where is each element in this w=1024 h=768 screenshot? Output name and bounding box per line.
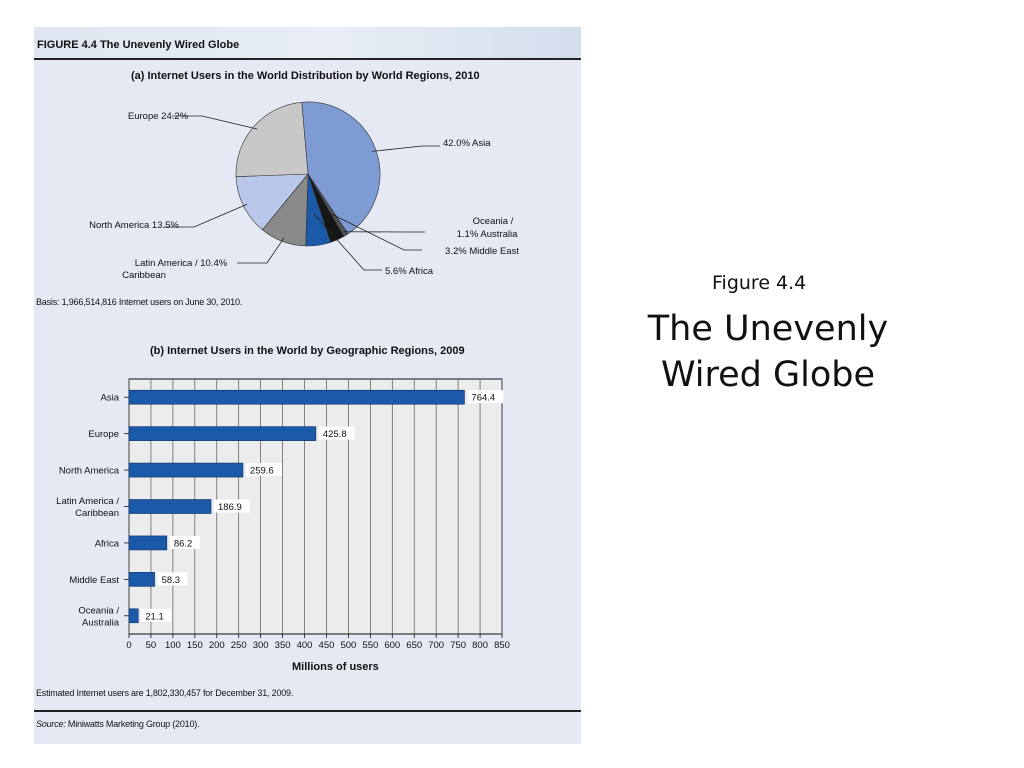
bar-value-label-bg bbox=[318, 426, 355, 440]
source-note: Source: Miniwatts Marketing Group (2010)… bbox=[36, 719, 200, 729]
bar-x-tick-label: 850 bbox=[494, 640, 510, 651]
bar-category-label: Africa bbox=[95, 538, 120, 549]
pie-slice-label: Latin America / 10.4% bbox=[135, 258, 228, 269]
bar-category-label: Caribbean bbox=[75, 508, 119, 519]
pie-slice-label: North America 13.5% bbox=[89, 220, 179, 231]
pie-slice bbox=[301, 101, 381, 235]
bar-value-label: 259.6 bbox=[250, 466, 274, 477]
bar-x-tick-label: 500 bbox=[340, 640, 356, 651]
bar bbox=[128, 608, 139, 624]
basis-note: Basis: 1,966,514,816 Internet users on J… bbox=[36, 297, 243, 307]
bar-value-label: 86.2 bbox=[174, 538, 193, 549]
source-text: Miniwatts Marketing Group (2010). bbox=[65, 719, 200, 729]
slide-title-line-1: The Unevenly bbox=[647, 309, 889, 349]
pie-chart-title: (a) Internet Users in the World Distribu… bbox=[131, 70, 480, 82]
bar-category-label: North America bbox=[59, 466, 120, 477]
bar-x-tick-label: 650 bbox=[406, 640, 422, 651]
slide-title: The Unevenly Wired Globe bbox=[600, 306, 936, 398]
bar-value-label-bg bbox=[141, 608, 172, 622]
pie-leader-line bbox=[372, 145, 440, 152]
bar-value-label-bg bbox=[467, 390, 504, 404]
bar-value-label: 21.1 bbox=[145, 611, 164, 622]
estimate-note: Estimated Internet users are 1,802,330,4… bbox=[36, 688, 294, 698]
bar-category-label: Middle East bbox=[69, 575, 119, 586]
bar-value-label-bg bbox=[169, 535, 200, 549]
slide-title-line-2: Wired Globe bbox=[660, 355, 876, 395]
bar-x-tick-label: 450 bbox=[319, 640, 335, 651]
bar-x-tick-label: 100 bbox=[165, 640, 181, 651]
source-rule bbox=[34, 710, 581, 712]
bar-x-tick-label: 150 bbox=[187, 640, 203, 651]
pie-slice-label: 1.1% Australia bbox=[457, 229, 518, 240]
bar-x-tick-label: 800 bbox=[472, 640, 488, 651]
source-label: Source: bbox=[36, 719, 66, 729]
bar-value-label-bg bbox=[214, 499, 251, 513]
bar-value-label-bg bbox=[157, 572, 188, 586]
bar-x-tick-label: 250 bbox=[231, 640, 247, 651]
pie-chart: 42.0% Asia Oceania / 1.1% Australia 3.2% Mi… bbox=[89, 101, 519, 281]
bar-value-label: 58.3 bbox=[162, 575, 181, 586]
bar bbox=[128, 572, 155, 587]
pie-slice-label: Caribbean bbox=[122, 270, 166, 281]
pie-leader-line bbox=[324, 210, 422, 251]
pie-slice-label: Europe 24.2% bbox=[128, 111, 189, 122]
pie-leader-line bbox=[164, 203, 248, 228]
bar-value-label-bg bbox=[245, 463, 282, 477]
pie-slice-label: Oceania / bbox=[473, 216, 514, 227]
header-rule bbox=[34, 58, 581, 60]
bar-x-tick-label: 600 bbox=[384, 640, 400, 651]
bar-x-tick-label: 0 bbox=[126, 640, 131, 651]
bar-category-label: Latin America / bbox=[56, 496, 119, 507]
pie-slice bbox=[235, 101, 309, 177]
bar-x-tick-label: 750 bbox=[450, 640, 466, 651]
pie-slice-label: 5.6% Africa bbox=[385, 266, 434, 277]
chart-canvas: 42.0% Asia Oceania / 1.1% Australia 3.2% Mi… bbox=[56, 101, 519, 651]
bar bbox=[128, 462, 244, 478]
bar bbox=[128, 535, 168, 551]
bar-value-label: 764.4 bbox=[471, 393, 495, 404]
bar-chart-title: (b) Internet Users in the World by Geogr… bbox=[150, 345, 465, 357]
figure-panel: FIGURE 4.4 The Unevenly Wired Globe (a) … bbox=[34, 27, 581, 744]
bar-x-tick-label: 350 bbox=[275, 640, 291, 651]
figure-header: FIGURE 4.4 The Unevenly Wired Globe bbox=[34, 27, 581, 59]
pie-leader-line bbox=[313, 213, 382, 271]
bar-chart-xlabel: Millions of users bbox=[292, 661, 379, 673]
pie-slice-label: 42.0% Asia bbox=[443, 138, 491, 149]
slide-subtitle: Figure 4.4 bbox=[712, 272, 807, 294]
bar bbox=[128, 389, 465, 405]
bar-category-label: Oceania / bbox=[78, 605, 119, 616]
bar bbox=[128, 426, 317, 441]
bar-x-tick-label: 300 bbox=[253, 640, 269, 651]
figure-title: FIGURE 4.4 The Unevenly Wired Globe bbox=[37, 39, 240, 51]
bar-chart: 0 50 100 150 200 250 300 350 400 450 500 550 600 650 7… bbox=[56, 378, 510, 651]
bar-x-tick-label: 400 bbox=[297, 640, 313, 651]
bar-x-tick-label: 550 bbox=[362, 640, 378, 651]
bar-category-label: Europe bbox=[88, 429, 119, 440]
pie-leader-line bbox=[172, 115, 258, 130]
bar-category-label: Australia bbox=[82, 617, 120, 628]
pie-slice-label: 3.2% Middle East bbox=[445, 246, 519, 257]
bar-x-tick-label: 200 bbox=[209, 640, 225, 651]
bar-x-tick-label: 50 bbox=[146, 640, 157, 651]
bar-value-label: 425.8 bbox=[323, 429, 347, 440]
bar bbox=[128, 499, 212, 514]
bar-x-tick-label: 700 bbox=[428, 640, 444, 651]
pie-leader-line bbox=[237, 237, 285, 264]
bar-category-label: Asia bbox=[101, 393, 120, 404]
bar-value-label: 186.9 bbox=[218, 502, 242, 513]
